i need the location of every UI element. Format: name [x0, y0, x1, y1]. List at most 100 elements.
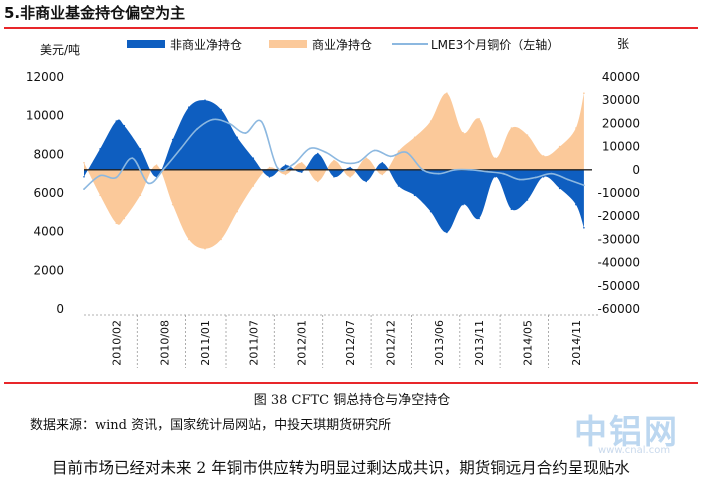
- commercial-point: [171, 203, 174, 206]
- noncommercial-point: [510, 208, 513, 210]
- lme-price-point: [228, 122, 231, 125]
- x-tick-label: 2014/11: [570, 320, 583, 366]
- commercial-point: [558, 145, 561, 148]
- noncommercial-point: [317, 152, 319, 155]
- noncommercial-point: [188, 106, 190, 108]
- lme-price-point: [534, 176, 537, 179]
- commercial-point: [188, 238, 190, 241]
- lme-price-point: [179, 147, 182, 150]
- commercial-point: [284, 173, 287, 176]
- watermark-url: www.cnal.com: [598, 445, 671, 456]
- lme-price-point: [518, 178, 521, 181]
- noncommercial-point: [526, 199, 529, 201]
- cftc-copper-chart: 非商业净持仓 商业净持仓 LME3个月铜价（左轴） 美元/吨 张 12000 10…: [26, 37, 640, 368]
- noncommercial-point: [333, 176, 335, 178]
- lme-price-point: [115, 176, 118, 179]
- commercial-point: [526, 134, 529, 136]
- commercial-point: [494, 157, 497, 159]
- x-tick-label: 2010/02: [110, 320, 123, 366]
- left-tick-label: 12000: [26, 70, 64, 84]
- commercial-point: [252, 185, 255, 187]
- body-paragraph: 目前市场已经对未来 2 年铜市供应转为明显过剩达成共识，期货铜远月合约呈现贴水: [52, 459, 630, 477]
- commercial-point: [478, 118, 480, 120]
- noncommercial-point: [365, 180, 368, 183]
- commercial-point: [268, 166, 271, 169]
- noncommercial-point: [204, 99, 206, 101]
- lme-price-line: [83, 118, 585, 190]
- commercial-point: [115, 222, 118, 224]
- noncommercial-point: [349, 166, 351, 169]
- legend-swatch-noncommercial: [127, 40, 165, 48]
- right-tick-label: -60000: [597, 302, 640, 316]
- right-tick-label: 0: [632, 163, 640, 177]
- right-tick-label: -10000: [597, 186, 640, 200]
- right-tick-label: -30000: [597, 232, 640, 246]
- commercial-point: [349, 176, 351, 178]
- legend-label-lme: LME3个月铜价（左轴）: [431, 37, 559, 52]
- noncommercial-point: [397, 185, 400, 187]
- left-tick-label: 0: [56, 302, 64, 316]
- commercial-point: [365, 157, 368, 159]
- right-tick-label: 40000: [602, 70, 640, 84]
- right-tick-label: -40000: [597, 256, 640, 270]
- lme-price-point: [163, 167, 166, 169]
- commercial-point: [139, 194, 142, 197]
- commercial-point: [462, 131, 464, 134]
- commercial-point: [155, 164, 158, 166]
- lme-price-point: [437, 172, 440, 175]
- left-axis-label: 美元/吨: [40, 43, 80, 57]
- noncommercial-point: [300, 171, 303, 173]
- lme-price-point: [276, 167, 279, 169]
- noncommercial-point: [123, 124, 126, 127]
- x-tick-label: 2014/05: [522, 320, 535, 366]
- right-tick-label: 30000: [602, 93, 640, 107]
- noncommercial-point: [220, 108, 222, 111]
- noncommercial-point: [268, 176, 271, 178]
- left-tick-label: 2000: [33, 263, 64, 277]
- lme-price-point: [373, 149, 376, 152]
- legend-label-commercial: 商业净持仓: [312, 37, 372, 52]
- x-tick-label: 2010/08: [159, 320, 172, 366]
- lme-price-point: [341, 161, 343, 164]
- commercial-point: [429, 120, 432, 122]
- commercial-point: [204, 247, 206, 250]
- lme-price-point: [502, 172, 505, 175]
- x-tick-label: 2011/07: [247, 320, 260, 366]
- right-axis-label: 张: [617, 37, 629, 51]
- figure-caption: 图 38 CFTC 铜总持仓与净空持仓: [253, 393, 451, 408]
- commercial-point: [575, 127, 577, 129]
- lme-price-point: [83, 188, 85, 191]
- lme-price-point: [196, 128, 198, 131]
- lme-price-point: [308, 147, 311, 150]
- lme-price-point: [99, 174, 101, 177]
- lme-price-point: [405, 151, 408, 154]
- plot-area: [83, 92, 592, 250]
- noncommercial-point: [115, 120, 118, 122]
- noncommercial-point: [99, 148, 101, 150]
- data-source: 数据来源：wind 资讯，国家统计局网站，中投天琪期货研究所: [30, 418, 392, 433]
- commercial-point: [583, 92, 585, 94]
- noncommercial-point: [429, 210, 432, 213]
- legend-label-noncommercial: 非商业净持仓: [170, 37, 242, 52]
- lme-price-point: [131, 157, 134, 160]
- legend: 非商业净持仓 商业净持仓 LME3个月铜价（左轴）: [127, 37, 559, 52]
- commercial-point: [333, 159, 335, 162]
- x-tick-label: 2013/06: [433, 320, 446, 366]
- x-axis-ticks: 2010/02 2010/08 2011/01 2011/07 2012/01 2012/…: [84, 314, 598, 368]
- noncommercial-point: [575, 203, 577, 206]
- lme-price-point: [389, 155, 392, 158]
- commercial-point: [381, 173, 384, 176]
- top-rule: [4, 27, 698, 29]
- lme-price-point: [421, 168, 424, 171]
- lme-price-point: [454, 168, 456, 171]
- left-tick-label: 6000: [33, 186, 64, 200]
- commercial-point: [542, 155, 545, 157]
- noncommercial-point: [494, 176, 497, 178]
- lme-price-point: [325, 151, 327, 154]
- lme-price-point: [583, 184, 585, 187]
- noncommercial-point: [542, 176, 545, 178]
- commercial-point: [510, 127, 513, 129]
- commercial-point: [220, 238, 222, 241]
- noncommercial-point: [252, 157, 255, 159]
- x-tick-label: 2012/12: [384, 320, 397, 366]
